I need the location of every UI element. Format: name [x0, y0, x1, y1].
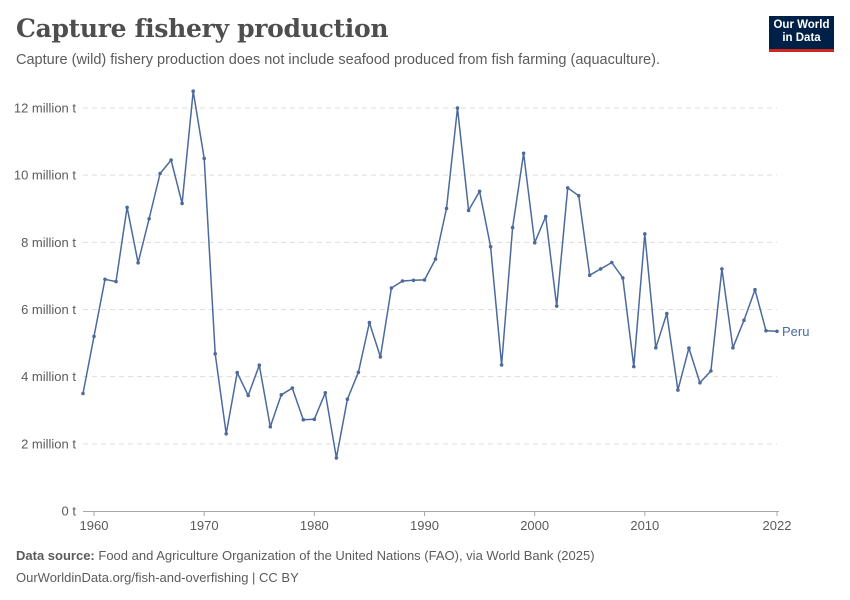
data-source-text: Food and Agriculture Organization of the… — [98, 548, 595, 563]
series-label: Peru — [782, 324, 809, 339]
data-point — [224, 432, 228, 436]
grid-layer — [83, 107, 777, 445]
x-tick-label: 2022 — [763, 518, 792, 533]
chart-subtitle: Capture (wild) fishery production does n… — [16, 52, 660, 68]
data-point — [147, 217, 151, 221]
data-point — [455, 106, 460, 110]
x-tick-label: 2010 — [630, 518, 659, 533]
data-point — [510, 225, 515, 230]
data-point — [268, 424, 273, 429]
y-tick-label: 6 million t — [21, 302, 76, 317]
data-point — [709, 369, 713, 373]
data-point — [400, 279, 405, 283]
source-url[interactable]: OurWorldinData.org/fish-and-overfishing … — [16, 570, 299, 585]
data-point — [499, 363, 504, 367]
data-point — [764, 328, 768, 333]
data-point — [169, 158, 173, 162]
series-line — [82, 90, 778, 459]
data-point — [587, 273, 592, 278]
data-point — [389, 286, 394, 290]
data-point — [158, 171, 162, 176]
data-point — [356, 370, 361, 375]
data-point — [422, 278, 427, 282]
data-point — [554, 304, 559, 308]
data-point — [466, 208, 471, 213]
data-point — [235, 370, 239, 375]
data-point — [698, 380, 702, 385]
data-point — [279, 393, 284, 397]
y-tick-label: 2 million t — [21, 436, 76, 451]
data-point — [433, 257, 438, 261]
series-layer: Peru — [81, 89, 809, 460]
data-point — [775, 329, 779, 334]
x-tick-label: 2000 — [520, 518, 549, 533]
owid-logo[interactable]: Our World in Data — [769, 16, 834, 52]
data-point — [598, 267, 603, 271]
logo-line-2: in Data — [782, 32, 821, 44]
data-point — [753, 287, 757, 292]
data-point — [565, 186, 570, 190]
data-point — [191, 89, 195, 93]
y-tick-label: 4 million t — [21, 369, 76, 384]
data-point — [632, 364, 636, 369]
chart-title: Capture fishery production — [16, 14, 389, 43]
y-tick-label: 10 million t — [14, 168, 77, 183]
x-tick-label: 1960 — [80, 518, 109, 533]
data-point — [257, 363, 262, 368]
y-tick-label: 0 t — [62, 504, 77, 519]
logo-line-1: Our World — [773, 19, 830, 31]
data-point — [477, 189, 482, 194]
data-point — [378, 355, 383, 359]
axis-layer: 0 t 2 million t 4 million t 6 million t 8 mi… — [14, 101, 792, 534]
data-point — [334, 456, 339, 460]
data-point — [103, 277, 107, 282]
data-point — [621, 276, 625, 280]
data-point — [543, 214, 548, 219]
data-point — [202, 156, 206, 161]
data-point — [323, 391, 328, 395]
data-point — [654, 346, 658, 350]
y-tick-label: 12 million t — [14, 101, 77, 116]
x-tick-label: 1970 — [190, 518, 219, 533]
data-point — [687, 346, 691, 350]
data-point — [114, 279, 118, 284]
y-tick-label: 8 million t — [21, 235, 76, 250]
data-source-label: Data source: — [16, 548, 95, 563]
data-point — [312, 417, 317, 422]
data-point — [301, 417, 306, 422]
data-point — [665, 311, 669, 316]
data-point — [488, 244, 493, 249]
data-point — [136, 261, 140, 265]
data-point — [742, 318, 746, 323]
data-point — [532, 240, 537, 245]
data-point — [81, 391, 85, 396]
data-point — [180, 201, 184, 206]
data-point — [290, 386, 295, 390]
data-point — [213, 352, 217, 356]
data-point — [92, 334, 96, 339]
data-point — [125, 205, 129, 210]
data-point — [643, 232, 647, 236]
data-point — [444, 206, 449, 211]
data-point — [521, 151, 526, 156]
data-point — [576, 193, 581, 198]
data-point — [367, 320, 372, 325]
data-point — [411, 278, 416, 283]
data-point — [720, 267, 724, 271]
x-tick-label: 1980 — [300, 518, 329, 533]
x-tick-label: 1990 — [410, 518, 439, 533]
data-point — [676, 388, 680, 392]
data-point — [731, 346, 735, 350]
data-source-note: Data source: Food and Agriculture Organi… — [16, 548, 595, 563]
data-point — [345, 397, 350, 402]
logo-underline — [769, 49, 834, 52]
data-point — [246, 393, 250, 398]
data-point — [610, 260, 614, 265]
